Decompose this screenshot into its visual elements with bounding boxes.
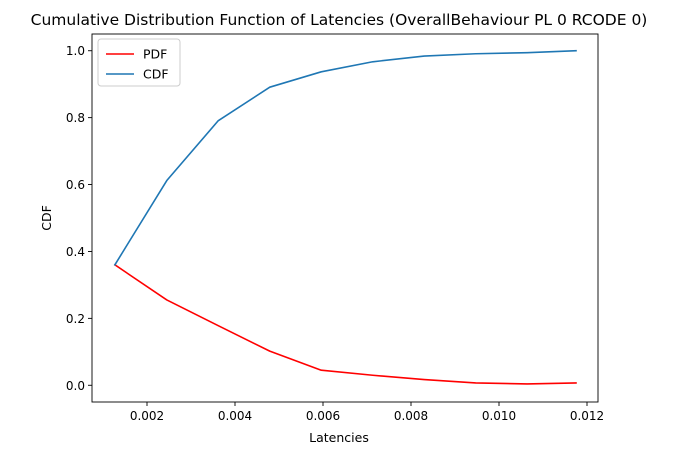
- y-tick-label: 0.6: [66, 178, 85, 192]
- chart-title: Cumulative Distribution Function of Late…: [31, 11, 648, 29]
- plot-frame: [91, 33, 599, 403]
- y-axis-label: CDF: [39, 205, 54, 231]
- x-tick-label: 0.006: [306, 409, 340, 423]
- y-tick-label: 0.2: [66, 312, 85, 326]
- x-tick-label: 0.002: [130, 409, 164, 423]
- y-tick-label: 0.0: [66, 379, 85, 393]
- y-tick-label: 1.0: [66, 44, 85, 58]
- legend-label-pdf: PDF: [143, 47, 167, 62]
- y-tick-label: 0.8: [66, 111, 85, 125]
- y-tick-label: 0.4: [66, 245, 85, 259]
- x-axis-label: Latencies: [309, 430, 369, 445]
- x-tick-label: 0.004: [218, 409, 252, 423]
- x-tick-label: 0.010: [482, 409, 516, 423]
- series-line-cdf: [113, 49, 577, 266]
- x-tick-label: 0.008: [394, 409, 428, 423]
- plot-area: 0.002 0.004 0.006 0.008 0.010 0.012 0.0 0.2 0.4 0…: [66, 33, 604, 423]
- series-line-pdf: [113, 263, 577, 385]
- x-tick-label: 0.012: [570, 409, 604, 423]
- legend-label-cdf: CDF: [143, 67, 169, 82]
